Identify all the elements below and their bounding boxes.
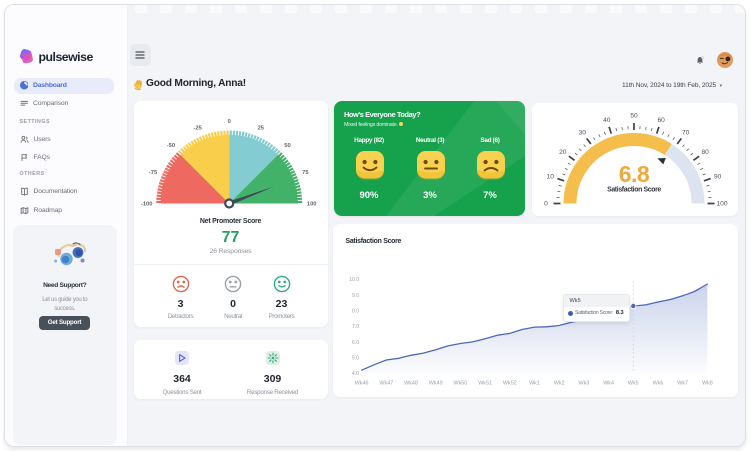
svg-text:-100: -100 [140,201,152,207]
svg-text:100: 100 [306,201,316,207]
svg-text:0: 0 [227,119,230,125]
svg-text:Wk51: Wk51 [478,380,492,386]
svg-text:Wk47: Wk47 [379,380,393,386]
svg-text:20: 20 [559,149,567,156]
svg-text:7.0: 7.0 [352,324,359,330]
svg-text:80: 80 [702,149,710,156]
svg-text:Wk4: Wk4 [603,380,614,386]
svg-text:Wk3: Wk3 [579,380,590,386]
svg-text:25: 25 [257,125,264,131]
svg-text:50: 50 [630,112,638,119]
svg-text:5.0: 5.0 [352,356,359,362]
svg-text:100: 100 [716,200,727,207]
svg-text:0: 0 [544,200,548,207]
svg-text:9.0: 9.0 [352,293,359,299]
svg-text:-25: -25 [193,125,202,131]
svg-text:Wk5: Wk5 [628,380,639,386]
svg-text:Wk2: Wk2 [554,380,565,386]
svg-text:40: 40 [603,117,611,124]
svg-text:Wk6: Wk6 [653,380,664,386]
svg-text:75: 75 [302,169,309,175]
svg-text:Wk46: Wk46 [355,380,369,386]
svg-text:6.0: 6.0 [352,340,359,346]
svg-text:10: 10 [547,173,555,180]
svg-text:Wk49: Wk49 [429,380,443,386]
svg-text:4.0: 4.0 [352,371,359,377]
svg-text:Wk8: Wk8 [702,380,713,386]
svg-text:-75: -75 [148,169,157,175]
svg-text:70: 70 [682,129,690,136]
svg-text:30: 30 [579,129,587,136]
svg-text:Wk52: Wk52 [503,380,517,386]
svg-text:90: 90 [714,173,722,180]
svg-text:50: 50 [284,143,290,149]
svg-text:6.8: 6.8 [619,161,650,187]
svg-text:-50: -50 [166,143,174,149]
svg-text:60: 60 [658,117,666,124]
svg-text:8.0: 8.0 [352,309,359,315]
svg-text:Wk50: Wk50 [454,380,468,386]
svg-text:Satisfaction Score: Satisfaction Score [607,186,661,193]
svg-text:10.0: 10.0 [349,277,359,283]
svg-text:Wk7: Wk7 [677,380,688,386]
svg-text:Wk1: Wk1 [529,380,540,386]
svg-text:Wk48: Wk48 [404,380,418,386]
